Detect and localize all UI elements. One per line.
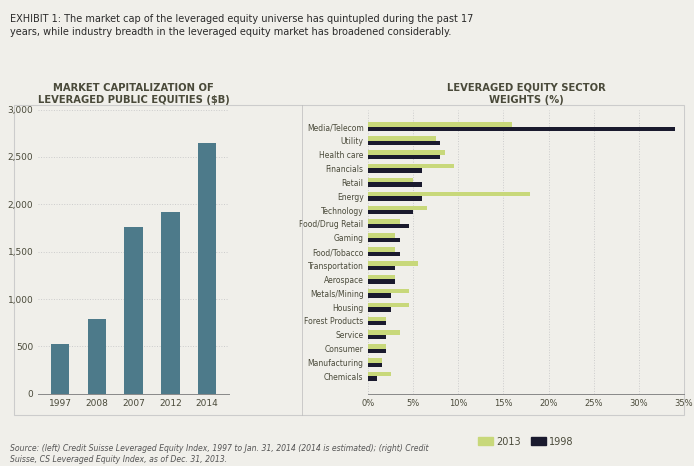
Bar [369, 233, 396, 238]
Legend: 2013, 1998: 2013, 1998 [474, 433, 578, 451]
Bar [369, 372, 391, 377]
Bar [369, 307, 391, 312]
Bar [369, 182, 423, 187]
Bar [369, 275, 396, 280]
Bar [369, 289, 409, 293]
Bar [369, 206, 427, 210]
Bar [369, 164, 454, 168]
Bar [369, 330, 400, 335]
Bar [369, 261, 418, 266]
Bar [51, 344, 69, 394]
Bar [369, 293, 391, 298]
Bar [369, 141, 441, 145]
Bar [369, 192, 530, 196]
Bar [369, 252, 400, 256]
Bar [369, 123, 512, 127]
Bar [369, 247, 396, 252]
Bar [369, 219, 400, 224]
Bar [369, 344, 387, 349]
Bar [369, 335, 387, 339]
Bar [369, 266, 396, 270]
Bar [369, 136, 436, 141]
Bar [369, 155, 441, 159]
Bar [369, 302, 409, 307]
Bar [369, 224, 409, 228]
Bar [198, 143, 217, 394]
Bar [369, 280, 396, 284]
Bar [369, 363, 382, 367]
Bar [124, 227, 143, 394]
Bar [369, 168, 423, 173]
Bar [369, 150, 445, 155]
Bar [369, 196, 423, 201]
Bar [369, 321, 387, 325]
Title: LEVERAGED EQUITY SECTOR
WEIGHTS (%): LEVERAGED EQUITY SECTOR WEIGHTS (%) [447, 83, 605, 104]
Bar [369, 358, 382, 363]
Bar [87, 319, 106, 394]
Bar [369, 178, 414, 182]
Bar [369, 349, 387, 353]
Bar [369, 210, 414, 214]
Bar [369, 316, 387, 321]
Title: MARKET CAPITALIZATION OF
LEVERAGED PUBLIC EQUITIES ($B): MARKET CAPITALIZATION OF LEVERAGED PUBLI… [37, 83, 230, 104]
Text: Source: (left) Credit Suisse Leveraged Equity Index, 1997 to Jan. 31, 2014 (2014: Source: (left) Credit Suisse Leveraged E… [10, 444, 429, 464]
Bar [161, 212, 180, 394]
Bar [369, 127, 675, 131]
Text: EXHIBIT 1: The market cap of the leveraged equity universe has quintupled during: EXHIBIT 1: The market cap of the leverag… [10, 14, 474, 37]
Bar [369, 238, 400, 242]
Bar [369, 377, 378, 381]
